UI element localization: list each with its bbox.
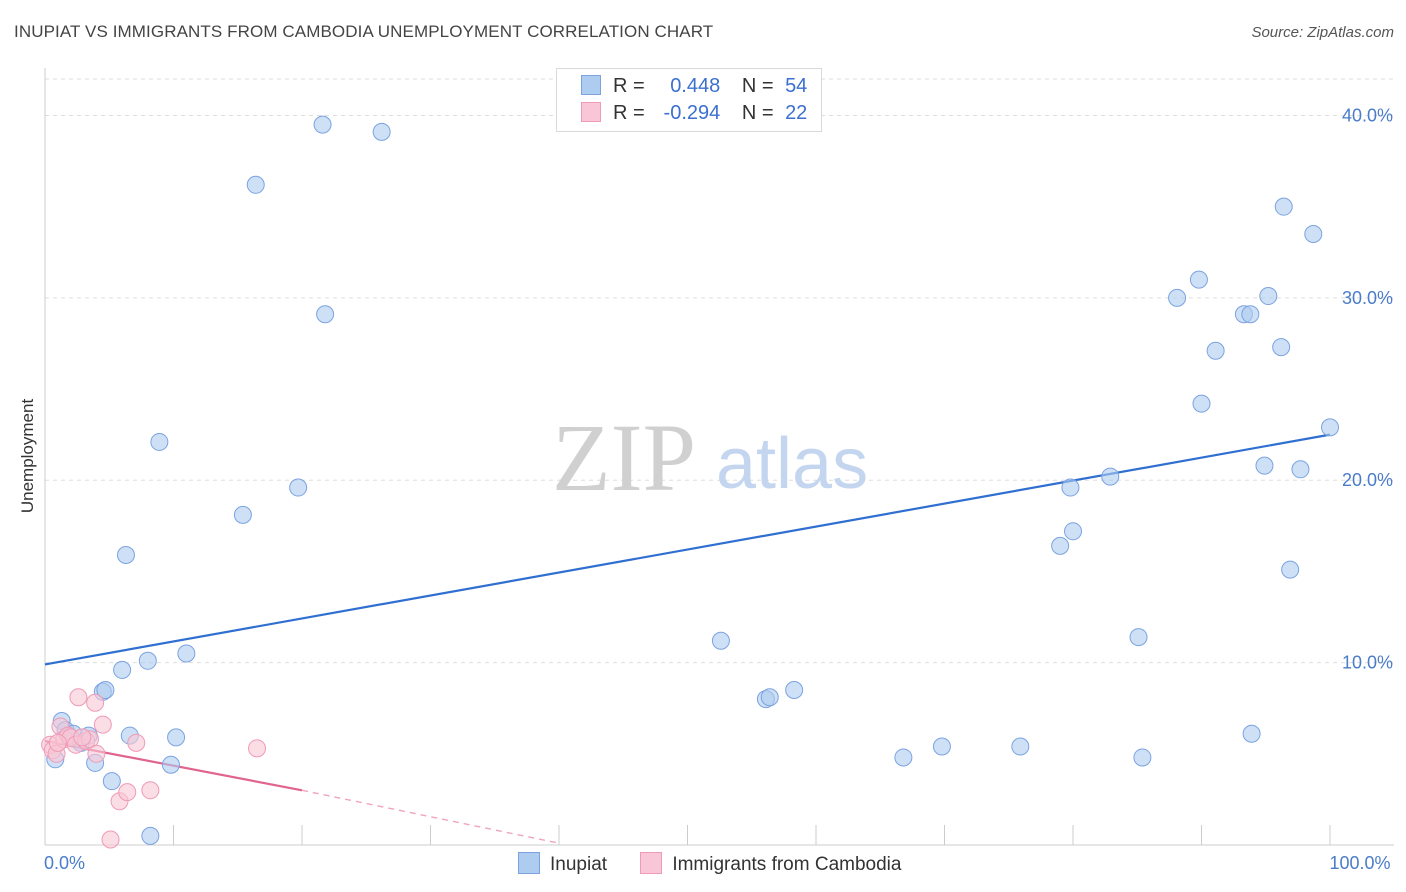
y-tick-label: 30.0% bbox=[1342, 288, 1393, 308]
point-inupiat bbox=[1242, 724, 1261, 743]
legend-n-value: 54 bbox=[785, 75, 808, 97]
y-tick-label: 40.0% bbox=[1342, 105, 1393, 125]
point-inupiat bbox=[177, 644, 196, 663]
legend-n-label: N = bbox=[741, 75, 774, 97]
point-inupiat bbox=[150, 432, 169, 451]
x-tick-label: 100.0% bbox=[1329, 853, 1390, 873]
point-inupiat bbox=[233, 505, 252, 524]
tick-labels: 10.0% 20.0% 30.0% 40.0% 0.0% 100.0% bbox=[44, 105, 1393, 873]
legend-swatch-inupiat bbox=[581, 75, 601, 95]
legend-label-cambodia: Immigrants from Cambodia bbox=[672, 854, 902, 875]
legend-item-cambodia[interactable]: Immigrants from Cambodia bbox=[640, 852, 901, 876]
point-inupiat bbox=[316, 305, 335, 324]
point-inupiat bbox=[138, 651, 157, 670]
watermark-zip: ZIP bbox=[552, 404, 696, 511]
point-cambodia bbox=[248, 739, 267, 758]
legend-r-value: 0.448 bbox=[670, 75, 721, 97]
point-inupiat bbox=[1168, 288, 1187, 307]
point-inupiat bbox=[1304, 225, 1323, 244]
point-inupiat bbox=[1291, 460, 1310, 479]
source-label: Source: ZipAtlas.com bbox=[1251, 24, 1394, 41]
point-inupiat bbox=[289, 478, 308, 497]
point-inupiat bbox=[1011, 737, 1030, 756]
point-inupiat bbox=[113, 660, 132, 679]
point-inupiat bbox=[167, 728, 186, 747]
point-cambodia bbox=[141, 781, 160, 800]
legend-r-value: -0.294 bbox=[663, 102, 721, 124]
point-inupiat bbox=[313, 115, 332, 134]
point-cambodia bbox=[93, 715, 112, 734]
point-inupiat bbox=[1129, 628, 1148, 647]
axes bbox=[44, 68, 1394, 846]
point-inupiat bbox=[1281, 560, 1300, 579]
grid-lines bbox=[45, 78, 1394, 664]
point-inupiat bbox=[96, 680, 115, 699]
data-points bbox=[41, 115, 1339, 849]
point-cambodia bbox=[73, 728, 92, 747]
point-cambodia bbox=[87, 744, 106, 763]
point-inupiat bbox=[760, 688, 779, 707]
y-tick-label: 20.0% bbox=[1342, 470, 1393, 490]
point-inupiat bbox=[711, 631, 730, 650]
point-inupiat bbox=[141, 826, 160, 845]
point-inupiat bbox=[1321, 418, 1339, 437]
x-tick-label: 0.0% bbox=[44, 853, 85, 873]
legend-n-value: 22 bbox=[785, 102, 808, 124]
point-cambodia bbox=[69, 688, 88, 707]
series-legend: Inupiat Immigrants from Cambodia bbox=[518, 852, 929, 876]
legend-item-inupiat[interactable]: Inupiat bbox=[518, 852, 607, 876]
point-cambodia bbox=[118, 783, 137, 802]
point-inupiat bbox=[1241, 305, 1260, 324]
legend-swatch-inupiat bbox=[518, 852, 540, 874]
point-inupiat bbox=[1061, 478, 1080, 497]
legend-r-label: R = bbox=[613, 75, 645, 97]
point-inupiat bbox=[894, 748, 913, 767]
point-cambodia bbox=[127, 733, 146, 752]
point-inupiat bbox=[1192, 394, 1211, 413]
legend-row-inupiat: R = 0.448 N = 54 bbox=[581, 75, 807, 99]
point-inupiat bbox=[372, 122, 391, 141]
legend-row-cambodia: R = -0.294 N = 22 bbox=[581, 102, 807, 126]
point-inupiat bbox=[785, 680, 804, 699]
stats-legend: R = 0.448 N = 54 R = -0.294 N = 22 bbox=[556, 68, 822, 132]
watermark-atlas: atlas bbox=[716, 424, 868, 504]
legend-n-label: N = bbox=[741, 102, 774, 124]
point-inupiat bbox=[1189, 270, 1208, 289]
point-inupiat bbox=[1259, 287, 1278, 306]
point-inupiat bbox=[246, 175, 265, 194]
legend-swatch-cambodia bbox=[640, 852, 663, 874]
legend-label-inupiat: Inupiat bbox=[550, 854, 608, 875]
legend-swatch-cambodia bbox=[581, 102, 601, 122]
point-inupiat bbox=[1133, 748, 1152, 767]
chart-title: INUPIAT VS IMMIGRANTS FROM CAMBODIA UNEM… bbox=[14, 22, 714, 41]
point-inupiat bbox=[1101, 467, 1120, 486]
point-inupiat bbox=[1274, 197, 1293, 216]
legend-r-label: R = bbox=[613, 102, 645, 124]
point-inupiat bbox=[1206, 341, 1225, 360]
point-cambodia bbox=[48, 733, 67, 752]
point-inupiat bbox=[932, 737, 951, 756]
point-inupiat bbox=[102, 772, 121, 791]
point-inupiat bbox=[1064, 522, 1082, 541]
point-inupiat bbox=[116, 546, 135, 565]
y-tick-label: 10.0% bbox=[1342, 653, 1393, 673]
point-inupiat bbox=[161, 755, 180, 774]
point-inupiat bbox=[1272, 338, 1291, 357]
point-cambodia bbox=[101, 830, 120, 849]
point-cambodia bbox=[86, 693, 105, 712]
point-inupiat bbox=[1255, 456, 1274, 475]
y-axis-label: Unemployment bbox=[18, 399, 37, 514]
point-inupiat bbox=[1051, 536, 1070, 555]
